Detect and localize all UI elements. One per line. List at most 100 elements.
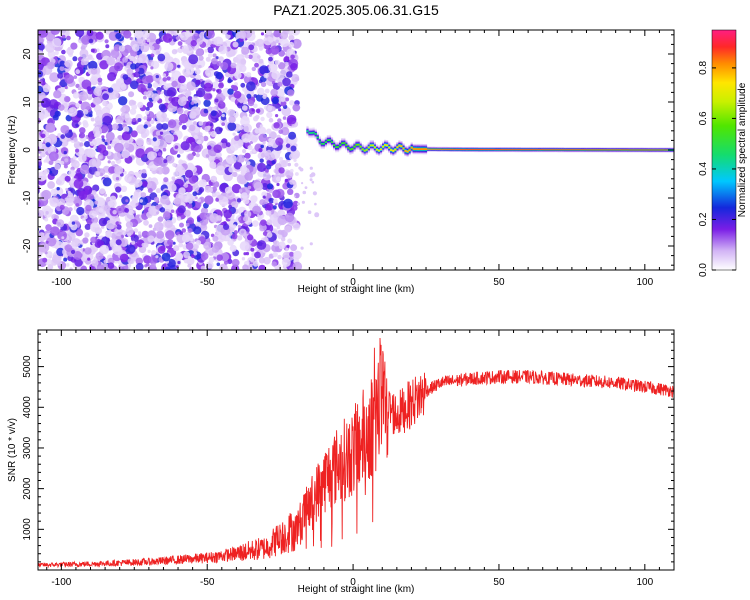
noise-blob	[120, 139, 125, 144]
noise-blob	[141, 168, 147, 174]
noise-blob	[196, 38, 203, 45]
noise-blob	[216, 89, 220, 93]
noise-blob	[215, 151, 222, 158]
track-cell	[410, 146, 413, 149]
noise-blob	[293, 158, 297, 162]
noise-blob	[177, 205, 186, 214]
noise-blob	[268, 62, 278, 73]
noise-blob	[161, 112, 168, 119]
snr-frame	[37, 329, 675, 571]
noise-blob	[90, 117, 95, 122]
noise-blob	[243, 123, 252, 133]
noise-blob	[290, 54, 295, 60]
noise-blob	[307, 210, 312, 214]
noise-blob	[259, 158, 264, 163]
noise-blob	[67, 107, 78, 117]
track-cell	[345, 144, 348, 146]
noise-blob	[143, 219, 149, 226]
noise-blob	[212, 88, 216, 92]
track-cell	[543, 149, 546, 151]
noise-blob	[125, 199, 129, 203]
noise-blob	[45, 137, 50, 142]
noise-blob	[34, 94, 38, 98]
noise-blob	[130, 130, 138, 138]
noise-blob	[193, 244, 199, 250]
noise-blob	[38, 211, 41, 218]
noise-blob	[137, 83, 146, 93]
noise-blob	[195, 48, 204, 57]
noise-blob	[298, 166, 302, 170]
noise-blob	[231, 258, 240, 267]
noise-blob	[129, 36, 133, 41]
noise-blob	[40, 152, 46, 158]
noise-blob	[215, 117, 219, 122]
noise-blob	[84, 232, 90, 238]
noise-blob	[221, 138, 228, 145]
noise-blob	[287, 162, 292, 167]
noise-blob	[155, 74, 159, 79]
noise-blob	[221, 122, 226, 126]
noise-blob	[141, 30, 150, 39]
noise-blob	[102, 115, 113, 126]
track-cell	[565, 149, 568, 151]
track-cell	[610, 149, 613, 151]
noise-blob	[118, 207, 122, 212]
noise-blob	[288, 131, 297, 140]
noise-blob	[38, 36, 44, 45]
spectrogram-y-tick-label: 20	[22, 48, 33, 60]
noise-blob	[214, 98, 219, 103]
noise-blob	[297, 202, 300, 206]
noise-blob	[212, 81, 220, 89]
noise-blob	[52, 37, 62, 48]
noise-blob	[178, 187, 186, 195]
noise-blob	[216, 60, 222, 67]
noise-blob	[135, 262, 144, 270]
noise-blob	[91, 57, 95, 61]
noise-blob	[147, 235, 155, 243]
noise-blob	[230, 62, 237, 69]
noise-blob	[252, 149, 256, 153]
track-cell	[506, 149, 509, 151]
noise-blob	[251, 30, 256, 35]
noise-blob	[256, 240, 267, 250]
track-cell	[559, 149, 562, 151]
noise-blob	[84, 223, 91, 230]
noise-blob	[218, 56, 224, 62]
track-cell	[545, 149, 548, 151]
noise-blob	[242, 149, 247, 154]
noise-blob	[107, 87, 114, 93]
track-cell	[322, 142, 325, 145]
noise-blob	[193, 226, 202, 235]
noise-blob	[146, 101, 154, 108]
noise-blob	[106, 56, 116, 66]
noise-blob	[90, 265, 95, 270]
noise-blob	[189, 266, 195, 270]
noise-blob	[170, 209, 175, 213]
track-cell	[547, 149, 550, 151]
noise-blob	[135, 202, 139, 206]
noise-blob	[177, 217, 181, 221]
track-cell	[592, 149, 595, 151]
track-cell	[537, 149, 540, 151]
track-cell	[512, 149, 515, 151]
noise-blob	[195, 87, 199, 91]
track-cell	[328, 139, 332, 141]
noise-blob	[230, 96, 236, 103]
noise-blob	[89, 113, 93, 118]
noise-blob	[165, 266, 171, 270]
noise-blob	[116, 57, 121, 62]
noise-blob	[218, 194, 224, 201]
noise-blob	[124, 114, 130, 119]
noise-blob	[282, 251, 291, 260]
noise-blob	[258, 257, 265, 264]
track-cell	[492, 149, 495, 150]
noise-blob	[78, 100, 83, 105]
noise-blob	[200, 212, 208, 220]
noise-blob	[227, 88, 234, 95]
noise-blob	[110, 49, 120, 59]
noise-blob	[259, 224, 267, 232]
noise-blob	[176, 164, 183, 171]
noise-blob	[45, 123, 56, 133]
track-cell	[431, 148, 434, 150]
